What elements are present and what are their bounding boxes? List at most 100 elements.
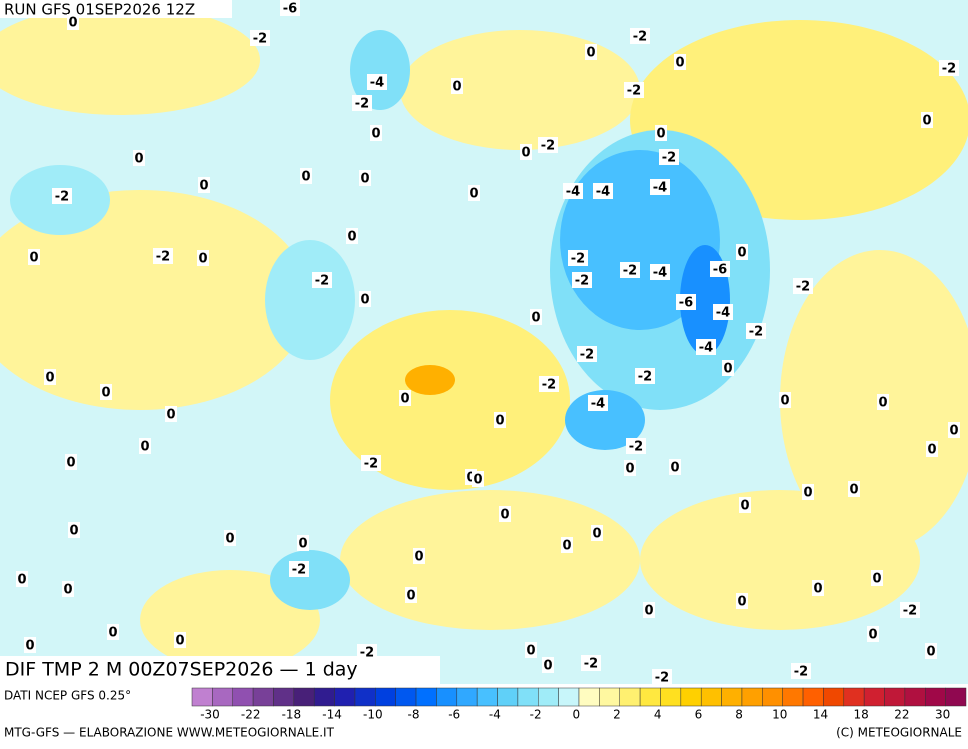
contour-label-box <box>591 525 603 541</box>
contour-label: -2 <box>633 30 647 45</box>
legend-swatch <box>802 687 824 707</box>
contour-label: -4 <box>716 306 730 321</box>
contour-label: 0 <box>360 293 369 308</box>
legend-swatch <box>680 687 702 707</box>
contour-label: 0 <box>949 424 958 439</box>
contour-label: -2 <box>794 665 808 680</box>
contour-label: 0 <box>360 172 369 187</box>
contour-label: -2 <box>638 370 652 385</box>
legend-tick-label: 10 <box>772 708 787 722</box>
contour-label-box <box>650 264 670 280</box>
contour-label-box <box>802 484 814 500</box>
legend-swatch <box>639 687 661 707</box>
contour-label-box <box>520 144 532 160</box>
contour-label-box <box>153 248 173 264</box>
contour-label: 0 <box>101 386 110 401</box>
contour-label-box <box>926 441 938 457</box>
contour-label-box <box>44 369 56 385</box>
legend-tick-label: 18 <box>854 708 869 722</box>
contour-label-box <box>877 394 889 410</box>
contour-label-box <box>736 593 748 609</box>
contour-label-box <box>696 339 716 355</box>
contour-label: -2 <box>55 190 69 205</box>
contour-label-box <box>568 250 588 266</box>
legend-swatch <box>904 687 926 707</box>
field-label: DIF TMP 2 M 00Z07SEP2026 — 1 day <box>5 659 358 681</box>
contour-label-box <box>198 177 210 193</box>
contour-label: -2 <box>364 457 378 472</box>
contour-label: 0 <box>780 394 789 409</box>
legend-tick-label: -14 <box>322 708 342 722</box>
footer-left: MTG-GFS — ELABORAZIONE WWW.METEOGIORNALE… <box>4 726 335 740</box>
legend-swatch <box>375 687 396 707</box>
legend-swatch <box>395 687 417 707</box>
contour-label: -2 <box>662 151 676 166</box>
contour-label-box <box>791 663 811 679</box>
contour-label: -2 <box>571 252 585 267</box>
legend-swatch <box>456 687 478 707</box>
contour-label-box <box>871 570 883 586</box>
contour-label: 0 <box>17 573 26 588</box>
contour-label: -4 <box>591 397 605 412</box>
legend-tick-label: -22 <box>241 708 261 722</box>
contour-label-box <box>925 643 937 659</box>
contour-label-box <box>722 360 734 376</box>
contour-label: -2 <box>623 264 637 279</box>
legend-tick-label: 6 <box>695 708 703 722</box>
contour-label-box <box>710 261 730 277</box>
contour-label: 0 <box>166 408 175 423</box>
footer-right: (C) METEOGIORNALE <box>836 726 962 740</box>
contour-label-box <box>197 250 209 266</box>
contour-label: 0 <box>45 371 54 386</box>
contour-label: 0 <box>66 456 75 471</box>
contour-label: 0 <box>926 645 935 660</box>
contour-label-box <box>65 454 77 470</box>
contour-label-box <box>300 168 312 184</box>
contour-label-box <box>499 506 511 522</box>
contour-label: 0 <box>656 127 665 142</box>
contour-label-box <box>530 309 542 325</box>
legend-swatch <box>782 687 804 707</box>
contour-label-box <box>577 346 597 362</box>
contour-label: 0 <box>849 483 858 498</box>
contour-label: -6 <box>679 296 693 311</box>
legend-swatch <box>232 687 254 707</box>
contour-label: 0 <box>922 114 931 129</box>
contour-label-box <box>16 571 28 587</box>
contour-label-box <box>370 125 382 141</box>
contour-label: -2 <box>903 604 917 619</box>
contour-label: 0 <box>175 634 184 649</box>
contour-label-box <box>67 14 79 30</box>
contour-label: 0 <box>562 539 571 554</box>
contour-label-box <box>739 497 751 513</box>
contour-label: 0 <box>740 499 749 514</box>
contour-label-box <box>655 125 667 141</box>
contour-label-box <box>359 170 371 186</box>
legend-tick-label: 0 <box>572 708 580 722</box>
contour-label: 0 <box>29 251 38 266</box>
contour-label-box <box>133 150 145 166</box>
legend-tick-label: 14 <box>813 708 828 722</box>
contour-label: 0 <box>466 471 475 486</box>
contour-label: 0 <box>414 550 423 565</box>
contour-label-box <box>624 460 636 476</box>
legend-swatch <box>619 687 641 707</box>
legend-swatch <box>578 687 600 707</box>
contour-label: 0 <box>469 187 478 202</box>
contour-label: 0 <box>25 639 34 654</box>
contour-label: 0 <box>675 56 684 71</box>
contour-label-box <box>525 642 537 658</box>
contour-label: -2 <box>942 62 956 77</box>
contour-label: -6 <box>283 2 297 17</box>
contour-label-box <box>361 455 381 471</box>
contour-label: 0 <box>500 508 509 523</box>
contour-label: 0 <box>737 595 746 610</box>
run-label: RUN GFS 01SEP2026 12Z <box>4 1 195 19</box>
contour-label-box <box>921 112 933 128</box>
contour-label-box <box>650 179 670 195</box>
contour-label: 0 <box>868 628 877 643</box>
contour-label: -2 <box>584 657 598 672</box>
contour-label: 0 <box>531 311 540 326</box>
legend-swatch <box>741 687 763 707</box>
